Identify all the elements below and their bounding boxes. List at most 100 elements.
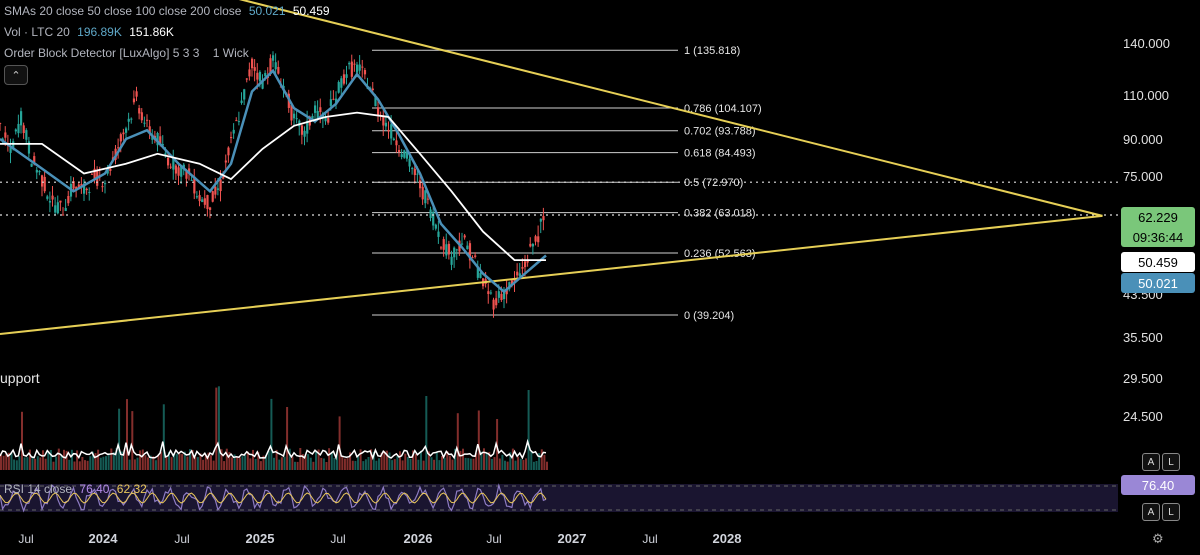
auto-scale-button[interactable]: A	[1142, 453, 1160, 471]
volume-pane	[0, 386, 548, 470]
candle-body	[227, 147, 230, 156]
candle-body	[363, 70, 367, 75]
fibonacci-retracement[interactable]: 1 (135.818) 0.786 (104.107) 0.702 (93.788)…	[372, 45, 762, 322]
candle-body	[447, 243, 451, 255]
rsi-log-scale-button[interactable]: L	[1162, 503, 1180, 521]
candle-body	[403, 150, 406, 158]
log-scale-button[interactable]: L	[1162, 453, 1180, 471]
candle-body	[190, 179, 193, 181]
collapse-legend-button[interactable]: ⌃	[4, 65, 28, 85]
volume-bar	[354, 460, 357, 470]
candle-body	[138, 108, 141, 114]
volume-bar	[336, 451, 338, 470]
volume-bar	[490, 458, 493, 470]
volume-bar	[259, 461, 262, 470]
candle-body	[413, 168, 416, 176]
countdown-badge: 09:36:44	[1121, 227, 1195, 247]
volume-bar	[511, 448, 514, 470]
sma-legend[interactable]: SMAs 20 close 50 close 100 close 200 clo…	[4, 4, 330, 18]
volume-bar	[364, 459, 367, 470]
volume-bar	[380, 452, 383, 470]
candle-body	[51, 195, 54, 200]
volume-bar	[89, 456, 92, 470]
candle-body	[272, 55, 275, 61]
volume-ma-line	[0, 438, 547, 461]
volume-bar	[372, 451, 375, 470]
sma-slow-line	[0, 111, 546, 261]
candle-body	[513, 279, 516, 282]
fib-level-label: 0.5 (72.970)	[684, 177, 743, 189]
candle-body	[243, 89, 246, 100]
candle-body	[471, 257, 474, 259]
candle-body	[353, 63, 356, 65]
rsi-auto-scale-button[interactable]: A	[1142, 503, 1160, 521]
gear-icon[interactable]: ⚙	[1152, 531, 1164, 546]
candle-body	[211, 191, 214, 202]
candle-body	[20, 111, 23, 126]
volume-bar	[204, 454, 207, 470]
candle-body	[109, 168, 112, 171]
volume-bar	[10, 452, 13, 470]
candle-body	[219, 179, 222, 192]
volume-bar	[26, 457, 29, 470]
volume-bar	[459, 450, 462, 470]
volume-bar	[420, 450, 422, 470]
candle-body	[206, 195, 209, 210]
candle-body	[164, 153, 167, 156]
candle-body	[230, 137, 233, 139]
volume-legend[interactable]: Vol · LTC 20 196.89K 151.86K	[4, 25, 174, 39]
fib-level-label: 0.618 (84.493)	[684, 148, 756, 160]
volume-bar	[183, 451, 186, 470]
candle-body	[130, 118, 133, 120]
volume-bar	[388, 452, 391, 470]
candle-body	[54, 205, 57, 213]
candle-body	[195, 196, 199, 198]
candle-body	[159, 136, 162, 145]
candle-body	[132, 98, 136, 103]
volume-bar	[2, 455, 5, 470]
indicator-overlays	[0, 0, 1118, 336]
candle-body	[146, 119, 149, 121]
time-axis[interactable]: Jul 2024 Jul 2025 Jul 2026 Jul 2027 Jul 2028	[18, 531, 741, 546]
candle-body	[437, 231, 440, 237]
candle-body	[188, 168, 191, 173]
candle-body	[337, 82, 340, 93]
volume-bar	[401, 460, 404, 470]
volume-bar	[265, 455, 268, 470]
candle-body	[264, 73, 267, 76]
candle-body	[4, 132, 7, 138]
volume-bar	[246, 451, 249, 470]
volume-bar	[535, 461, 538, 470]
rsi-value-badge: 76.40	[1121, 475, 1195, 495]
volume-bar	[312, 461, 315, 470]
volume-bar	[286, 407, 289, 470]
candle-body	[295, 118, 298, 120]
candle-body	[27, 141, 31, 154]
order-block-legend[interactable]: Order Block Detector [LuxAlgo] 5 3 3 1 W…	[4, 46, 249, 60]
rsi-legend-value-1: 76.40	[79, 482, 110, 496]
fib-level-label: 0.702 (93.788)	[684, 126, 756, 138]
candle-body	[122, 132, 125, 135]
volume-bar	[362, 461, 365, 470]
volume-bar	[105, 456, 107, 470]
volume-bar	[501, 454, 504, 470]
volume-bar	[275, 449, 278, 470]
candle-body	[408, 158, 411, 167]
time-axis-tick: Jul	[642, 532, 657, 546]
price-axis[interactable]: 140.000110.00090.00075.00043.50035.50029…	[1123, 36, 1170, 424]
volume-bar	[76, 450, 79, 470]
sma-legend-label: SMAs 20 close 50 close 100 close 200 clo…	[4, 4, 242, 18]
volume-legend-value-2: 151.86K	[129, 25, 174, 39]
volume-bar	[152, 456, 155, 470]
volume-bar	[301, 454, 304, 470]
volume-bar	[367, 457, 370, 470]
rsi-legend[interactable]: RSI 14 close 76.40 62.32	[4, 482, 147, 496]
triangle-upper-line	[238, 0, 1103, 217]
volume-bar	[231, 457, 233, 470]
volume-bar	[359, 449, 362, 470]
candle-body	[38, 171, 41, 173]
volume-bar	[118, 408, 121, 470]
volume-bar	[488, 451, 491, 470]
candle-body	[503, 289, 506, 300]
